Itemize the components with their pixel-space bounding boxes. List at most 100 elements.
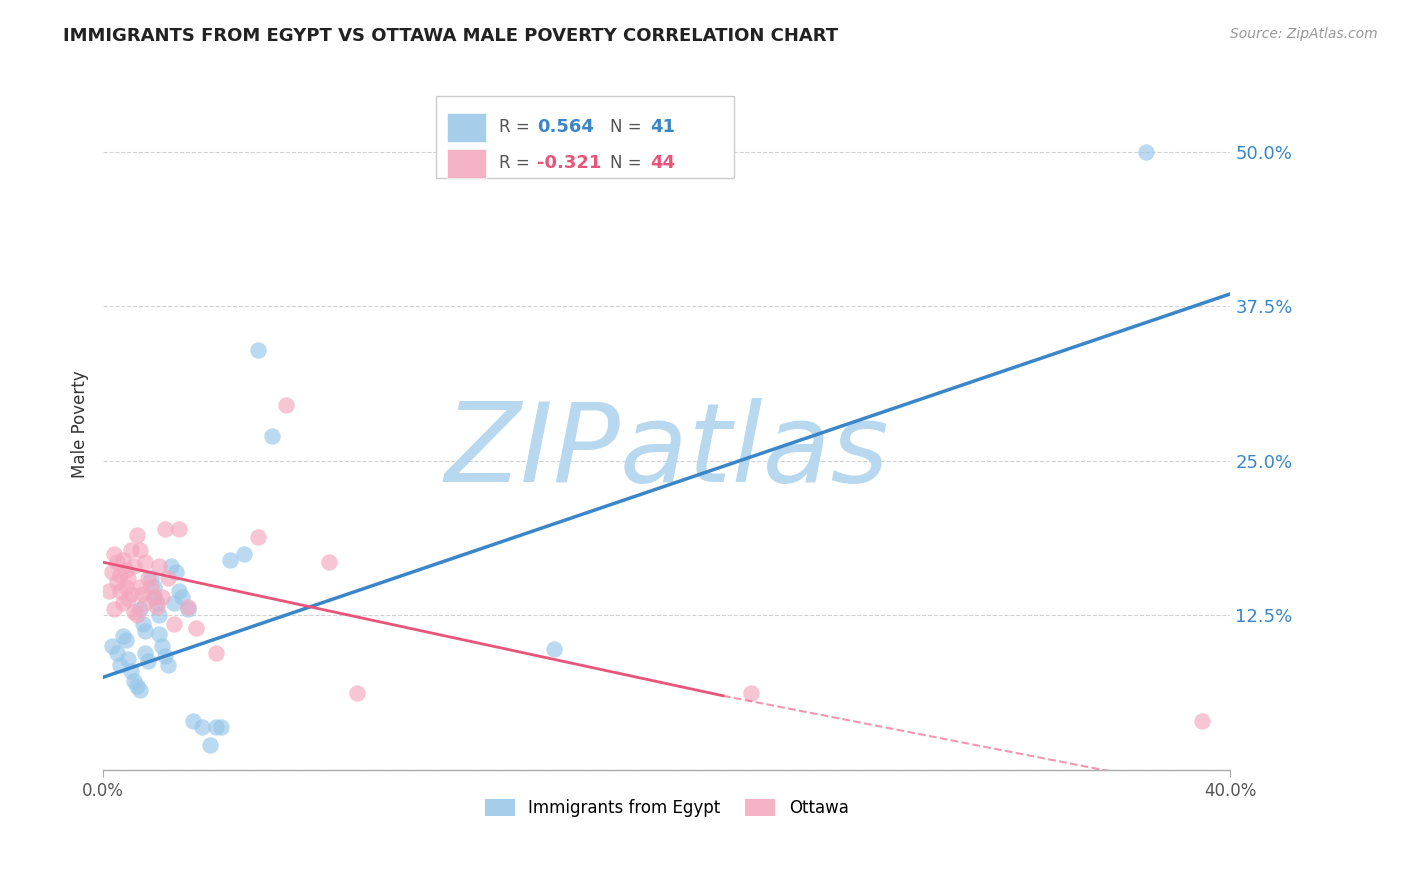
- Point: [117, 592, 139, 607]
- Text: IMMIGRANTS FROM EGYPT VS OTTAWA MALE POVERTY CORRELATION CHART: IMMIGRANTS FROM EGYPT VS OTTAWA MALE POV…: [63, 27, 838, 45]
- Point: [156, 571, 179, 585]
- Point: [128, 602, 150, 616]
- Point: [131, 617, 153, 632]
- Point: [176, 599, 198, 614]
- Point: [134, 555, 156, 569]
- Point: [190, 720, 212, 734]
- Point: [111, 629, 134, 643]
- Point: [142, 590, 165, 604]
- Point: [108, 583, 131, 598]
- Point: [122, 605, 145, 619]
- Point: [117, 651, 139, 665]
- Point: [318, 555, 340, 569]
- Point: [114, 563, 136, 577]
- Point: [105, 646, 128, 660]
- Point: [142, 590, 165, 604]
- Point: [148, 558, 170, 573]
- Point: [346, 686, 368, 700]
- Point: [120, 587, 142, 601]
- Point: [100, 565, 122, 579]
- Point: [159, 558, 181, 573]
- Point: [103, 602, 125, 616]
- Text: N =: N =: [610, 154, 647, 172]
- Point: [111, 596, 134, 610]
- Text: N =: N =: [610, 119, 647, 136]
- Point: [181, 714, 204, 728]
- Point: [156, 657, 179, 672]
- Point: [117, 571, 139, 585]
- Point: [122, 558, 145, 573]
- Point: [139, 580, 162, 594]
- Point: [162, 596, 184, 610]
- Point: [125, 528, 148, 542]
- Point: [136, 571, 159, 585]
- Point: [120, 542, 142, 557]
- Point: [114, 580, 136, 594]
- Point: [131, 587, 153, 601]
- FancyBboxPatch shape: [447, 112, 486, 142]
- Point: [128, 682, 150, 697]
- Point: [262, 429, 284, 443]
- Text: -0.321: -0.321: [537, 154, 602, 172]
- Point: [150, 640, 173, 654]
- Point: [205, 646, 228, 660]
- Point: [108, 567, 131, 582]
- Point: [153, 522, 176, 536]
- Point: [103, 547, 125, 561]
- Point: [111, 553, 134, 567]
- FancyBboxPatch shape: [436, 96, 734, 178]
- Text: 0.564: 0.564: [537, 119, 593, 136]
- Point: [543, 641, 565, 656]
- Point: [134, 624, 156, 639]
- Text: R =: R =: [499, 154, 534, 172]
- Point: [105, 574, 128, 589]
- Text: R =: R =: [499, 119, 534, 136]
- Point: [105, 555, 128, 569]
- Point: [134, 596, 156, 610]
- Point: [167, 583, 190, 598]
- Point: [176, 602, 198, 616]
- Point: [100, 640, 122, 654]
- Point: [740, 686, 762, 700]
- Point: [142, 580, 165, 594]
- Point: [170, 590, 193, 604]
- Point: [200, 738, 222, 752]
- Point: [184, 621, 207, 635]
- Point: [247, 343, 270, 357]
- Point: [205, 720, 228, 734]
- Legend: Immigrants from Egypt, Ottawa: Immigrants from Egypt, Ottawa: [478, 792, 855, 824]
- Point: [150, 590, 173, 604]
- Point: [128, 580, 150, 594]
- Point: [219, 553, 242, 567]
- Point: [128, 542, 150, 557]
- Point: [162, 617, 184, 632]
- Point: [276, 398, 298, 412]
- Point: [233, 547, 256, 561]
- Point: [108, 657, 131, 672]
- Point: [148, 608, 170, 623]
- Point: [139, 571, 162, 585]
- Point: [167, 522, 190, 536]
- Point: [114, 633, 136, 648]
- Point: [125, 679, 148, 693]
- Point: [145, 596, 167, 610]
- Point: [148, 627, 170, 641]
- Point: [153, 649, 176, 664]
- Point: [165, 565, 187, 579]
- Text: 44: 44: [650, 154, 675, 172]
- Point: [1191, 714, 1213, 728]
- Point: [1135, 145, 1157, 159]
- Point: [125, 608, 148, 623]
- Y-axis label: Male Poverty: Male Poverty: [72, 370, 89, 477]
- Point: [97, 583, 120, 598]
- Text: Source: ZipAtlas.com: Source: ZipAtlas.com: [1230, 27, 1378, 41]
- Point: [122, 673, 145, 688]
- Text: 41: 41: [650, 119, 675, 136]
- Point: [145, 599, 167, 614]
- FancyBboxPatch shape: [447, 149, 486, 178]
- Point: [211, 720, 233, 734]
- Text: ZIPatlas: ZIPatlas: [444, 398, 889, 505]
- Point: [136, 654, 159, 668]
- Point: [134, 646, 156, 660]
- Point: [120, 664, 142, 678]
